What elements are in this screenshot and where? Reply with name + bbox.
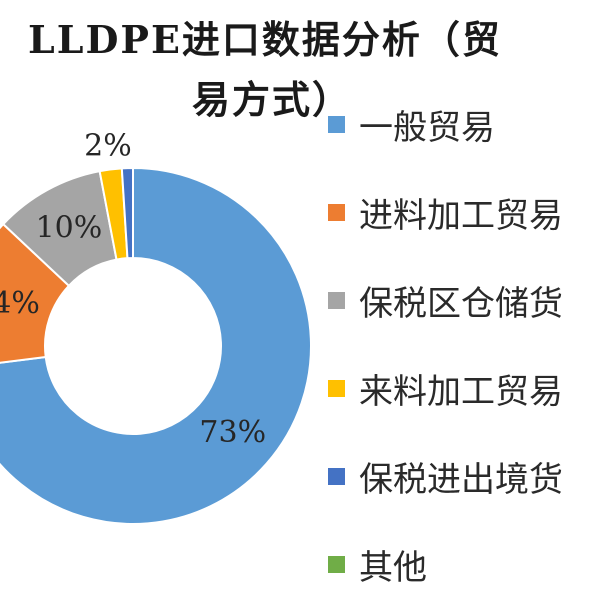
legend-label-5: 其他	[359, 547, 427, 588]
chart-title-line-1: LLDPE进口数据分析（贸	[28, 17, 502, 62]
donut-slice-4	[120, 166, 134, 260]
donut-slice-1	[0, 222, 71, 364]
legend-item-5: 其他	[328, 540, 427, 588]
legend-item-2: 保税区仓储货	[328, 276, 563, 324]
legend-item-1: 进料加工贸易	[328, 188, 563, 236]
legend-label-4: 保税进出境货	[359, 459, 563, 500]
legend-swatch-2	[328, 291, 345, 309]
donut-slice-0	[0, 166, 312, 525]
chart-title: LLDPE进口数据分析（贸 易方式）	[28, 10, 568, 130]
legend-swatch-5	[328, 555, 345, 573]
data-label-1: 14%	[0, 286, 40, 321]
legend-label-1: 进料加工贸易	[359, 195, 563, 236]
legend-item-0: 一般贸易	[328, 100, 495, 148]
legend-swatch-3	[328, 379, 345, 397]
legend-swatch-0	[328, 115, 345, 133]
legend-label-2: 保税区仓储货	[359, 283, 563, 324]
legend-item-3: 来料加工贸易	[328, 364, 563, 412]
data-label-3: 2%	[84, 129, 132, 164]
chart-title-line-2: 易方式）	[192, 77, 353, 122]
legend-swatch-4	[328, 467, 345, 485]
data-label-2: 10%	[36, 210, 103, 245]
legend-label-3: 来料加工贸易	[359, 371, 563, 412]
legend-swatch-1	[328, 203, 345, 221]
legend-label-0: 一般贸易	[359, 107, 495, 148]
legend-item-4: 保税进出境货	[328, 452, 563, 500]
data-label-0: 73%	[199, 415, 266, 450]
